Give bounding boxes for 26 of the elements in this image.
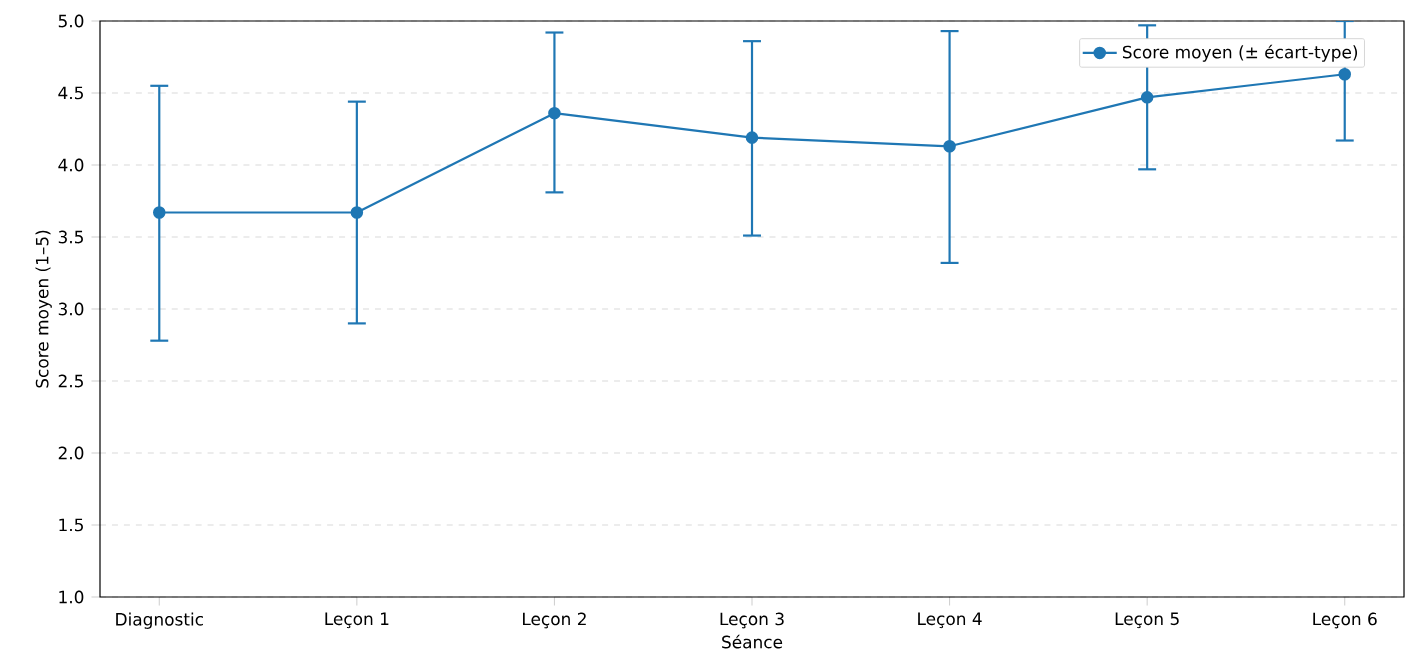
point [548,106,561,120]
y-tick-label: 2.5 [58,374,83,388]
x-tick-label: Diagnostic [116,612,203,629]
x-tick-label: Leçon 3 [720,612,784,629]
y-tick-label: 3.0 [58,302,84,316]
x-axis-title: Séance [722,634,783,649]
point [1338,68,1352,81]
x-tick-label: Leçon 1 [325,612,389,629]
y-tick-label: 3.5 [58,230,83,244]
y-axis-title: Score moyen (1–5) [35,230,52,388]
point [1140,91,1154,104]
y-tick-label: 2.0 [58,446,84,460]
y-tick-label: 4.5 [58,86,83,100]
point [943,140,956,153]
x-tick-label: Leçon 5 [1115,612,1179,629]
x-tick-label: Leçon 6 [1313,612,1377,629]
legend-label: Score moyen (± écart-type) [1122,44,1358,62]
x-tick-label: Leçon 4 [918,612,982,629]
point [350,206,364,219]
x-tick-label: Leçon 2 [523,612,586,629]
y-tick-label: 4.0 [58,158,84,172]
y-tick-label: 1.5 [59,518,83,532]
y-tick-label: 1.0 [59,590,84,604]
y-tick-label: 5.0 [58,14,84,28]
point [745,131,759,144]
point [152,206,166,219]
